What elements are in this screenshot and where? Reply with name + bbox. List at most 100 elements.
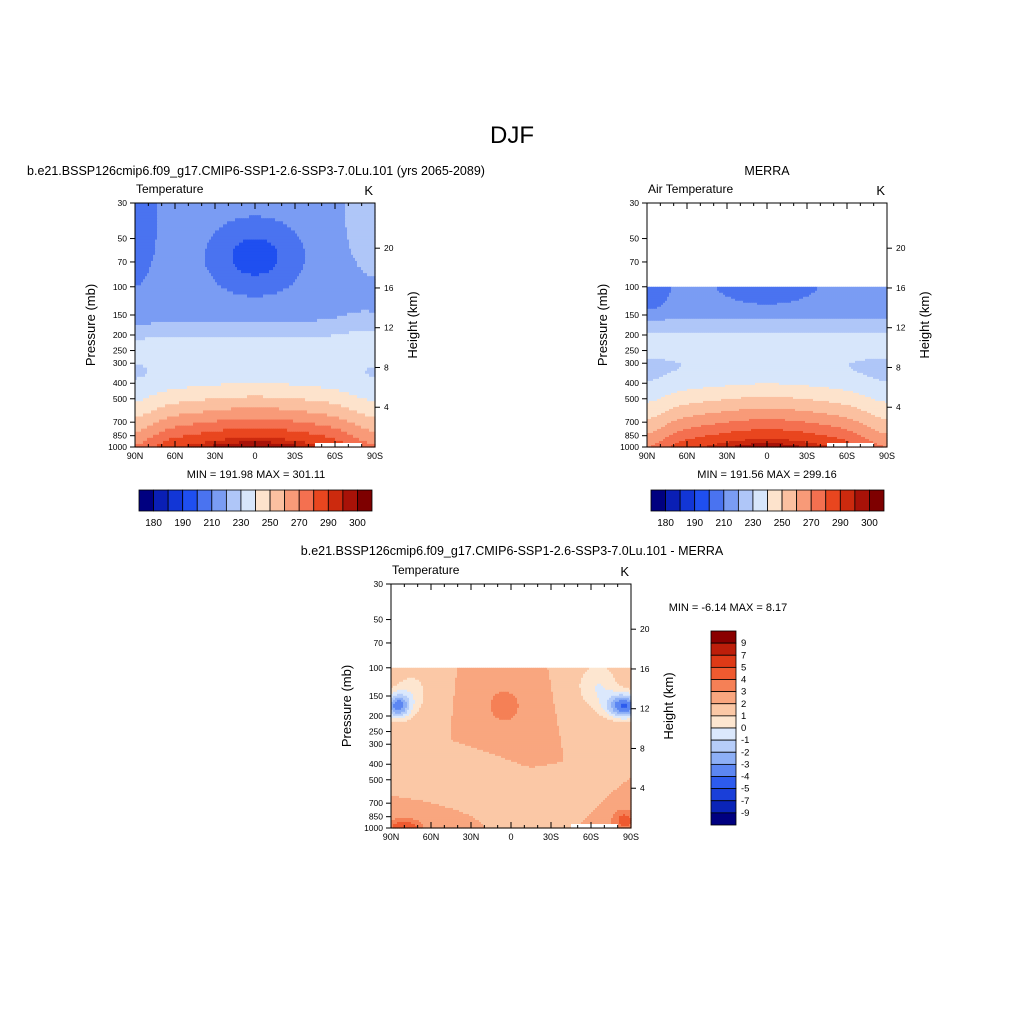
colorbar-box	[710, 679, 737, 693]
y-tick-label: 70	[118, 257, 128, 267]
y-tick-label: 850	[113, 431, 127, 441]
colorbar-label: 230	[233, 518, 250, 529]
colorbar-box	[825, 489, 841, 512]
panel-difference: b.e21.BSSP126cmip6.f09_g17.CMIP6-SSP1-2.…	[301, 544, 788, 842]
y2-tick-label: 20	[896, 243, 906, 253]
y-tick-label: 500	[113, 394, 127, 404]
y-tick-label: 250	[625, 346, 639, 356]
colorbar-label: 250	[262, 518, 279, 529]
colorbar-box	[710, 788, 737, 802]
colorbar-box	[737, 489, 754, 512]
missing-data-patch	[571, 824, 618, 828]
x-tick-label: 30N	[207, 451, 224, 461]
y-tick-label: 850	[625, 431, 639, 441]
colorbar-box	[679, 489, 696, 512]
colorbar-box	[723, 489, 739, 512]
y-tick-label: 500	[369, 775, 383, 785]
colorbar-label: -9	[741, 808, 749, 819]
y2-tick-label: 16	[896, 283, 906, 293]
y-tick-label: 100	[369, 663, 383, 673]
y-tick-label: 70	[630, 257, 640, 267]
y-tick-label: 400	[113, 378, 127, 388]
y-tick-label: 400	[369, 759, 383, 769]
colorbar-box	[710, 727, 737, 741]
colorbar-box	[710, 763, 737, 777]
y-tick-label: 300	[625, 358, 639, 368]
colorbar-box	[665, 489, 681, 512]
y2-tick-label: 4	[640, 783, 645, 793]
y2-tick-label: 16	[640, 664, 650, 674]
min-max-stats: MIN = 191.56 MAX = 299.16	[697, 469, 836, 481]
panel-title: MERRA	[744, 164, 790, 178]
y-tick-label: 50	[118, 234, 128, 244]
y2-tick-label: 4	[384, 402, 389, 412]
y2-tick-label: 12	[896, 323, 906, 333]
colorbar-box	[357, 489, 373, 512]
colorbar-label: 300	[349, 518, 366, 529]
y-tick-label: 700	[113, 417, 127, 427]
x-tick-label: 30S	[287, 451, 303, 461]
colorbar-box	[781, 489, 798, 512]
colorbar-box	[182, 489, 198, 512]
colorbar-label: 190	[174, 518, 191, 529]
y-axis-label: Pressure (mb)	[83, 284, 98, 366]
y-tick-label: 100	[625, 282, 639, 292]
left-string: Air Temperature	[648, 182, 733, 196]
x-tick-label: 60S	[583, 832, 599, 842]
colorbar-box	[839, 489, 856, 512]
x-tick-label: 90S	[623, 832, 639, 842]
colorbar-label: -7	[741, 796, 749, 807]
colorbar-box	[710, 751, 737, 765]
x-tick-label: 30S	[543, 832, 559, 842]
x-tick-label: 90N	[639, 451, 656, 461]
panel-model: b.e21.BSSP126cmip6.f09_g17.CMIP6-SSP1-2.…	[27, 164, 485, 529]
contour-fill	[135, 203, 376, 448]
colorbar-box	[225, 489, 242, 512]
colorbar-box	[710, 691, 737, 705]
y-tick-label: 70	[374, 638, 384, 648]
y-tick-label: 200	[113, 330, 127, 340]
y2-tick-label: 8	[384, 362, 389, 372]
x-tick-label: 30N	[719, 451, 736, 461]
colorbar-label: 2	[741, 699, 746, 710]
units-label: K	[876, 183, 885, 198]
colorbar-box	[284, 489, 300, 512]
x-tick-label: 30N	[463, 832, 480, 842]
colorbar-box	[869, 489, 885, 512]
units-label: K	[620, 564, 629, 579]
colorbar-label: 180	[145, 518, 162, 529]
panel-title: b.e21.BSSP126cmip6.f09_g17.CMIP6-SSP1-2.…	[27, 164, 485, 178]
y-tick-label: 250	[113, 346, 127, 356]
colorbar-box	[313, 489, 329, 512]
y-tick-label: 200	[625, 330, 639, 340]
y-tick-label: 50	[630, 234, 640, 244]
colorbar-box	[854, 489, 870, 512]
colorbar-label: 1	[741, 711, 746, 722]
x-tick-label: 90N	[127, 451, 144, 461]
x-tick-label: 90N	[383, 832, 400, 842]
x-tick-label: 90S	[879, 451, 895, 461]
y2-tick-label: 20	[640, 624, 650, 634]
y-tick-label: 150	[113, 310, 127, 320]
colorbar-label: -3	[741, 759, 749, 770]
colorbar-box	[710, 776, 737, 790]
y-axis-label: Pressure (mb)	[595, 284, 610, 366]
x-tick-label: 60N	[423, 832, 440, 842]
x-tick-label: 90S	[367, 451, 383, 461]
y-tick-label: 500	[625, 394, 639, 404]
y-tick-label: 50	[374, 615, 384, 625]
y-tick-label: 700	[625, 417, 639, 427]
colorbar-box	[153, 489, 169, 512]
colorbar-box	[211, 489, 227, 512]
colorbar-box	[796, 489, 812, 512]
colorbar-box	[196, 489, 213, 512]
y2-tick-label: 8	[896, 362, 901, 372]
colorbar-box	[752, 489, 768, 512]
y2-tick-label: 4	[896, 402, 901, 412]
y-tick-label: 300	[113, 358, 127, 368]
panel-title: b.e21.BSSP126cmip6.f09_g17.CMIP6-SSP1-2.…	[301, 544, 724, 558]
units-label: K	[364, 183, 373, 198]
x-tick-label: 0	[252, 451, 257, 461]
